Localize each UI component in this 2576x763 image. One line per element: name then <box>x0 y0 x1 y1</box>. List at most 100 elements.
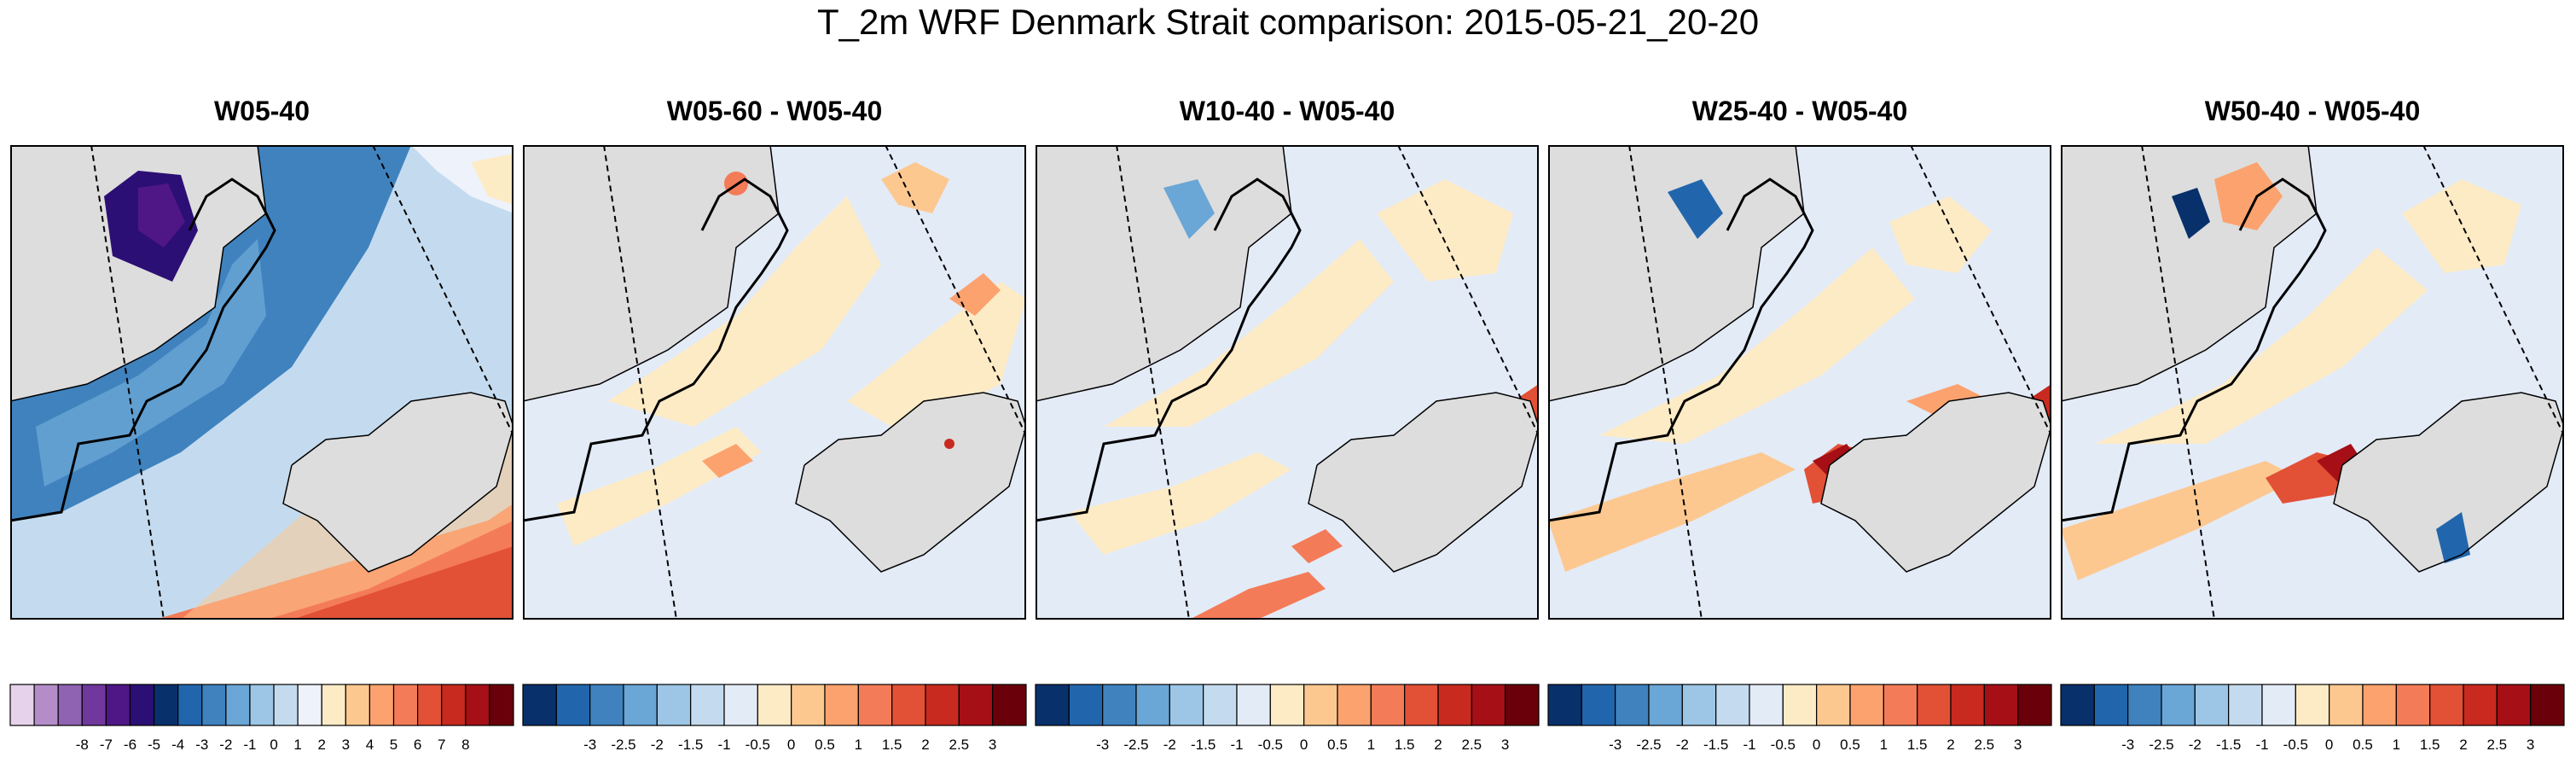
colorbar-swatches <box>2060 684 2565 726</box>
colorbar-swatch <box>925 684 960 726</box>
colorbar-swatch <box>1269 684 1305 726</box>
colorbar-swatch <box>757 684 792 726</box>
colorbar-tick-label: -3 <box>1096 737 1109 753</box>
colorbar-tick-label: 1 <box>855 737 862 753</box>
colorbar-swatch <box>392 684 419 726</box>
colorbar-tick-label: 0.5 <box>2353 737 2373 753</box>
colorbar-swatch <box>368 684 395 726</box>
colorbar-tick-label: -1 <box>2255 737 2268 753</box>
colorbar-tick-label: -1.5 <box>2216 737 2241 753</box>
map-panel-5 <box>2061 145 2564 620</box>
colorbar-1: -8 -7 -6 -5 -4 -3 -2 -1 0 1 2 3 4 5 6 7 8 <box>9 684 514 753</box>
colorbar-swatch <box>489 684 514 726</box>
colorbar-swatch <box>465 684 490 726</box>
colorbar-swatch <box>1816 684 1851 726</box>
colorbar-tick-label: 0 <box>1300 737 1308 753</box>
colorbar-tick-label: -2.5 <box>1123 737 1148 753</box>
colorbar-tick-label: 1.5 <box>2420 737 2440 753</box>
colorbar-tick-label: 1.5 <box>882 737 902 753</box>
colorbar-tick-label: 3 <box>1501 737 1509 753</box>
colorbar-tick-label: 0 <box>270 737 277 753</box>
colorbar-swatch <box>2093 684 2129 726</box>
figure-title: T_2m WRF Denmark Strait comparison: 2015… <box>816 2 1760 42</box>
colorbar-swatch <box>2530 684 2565 726</box>
colorbar-tick-label: -0.5 <box>2283 737 2308 753</box>
colorbar-swatch <box>1303 684 1338 726</box>
colorbar-swatch <box>321 684 346 726</box>
colorbar-swatch <box>2395 684 2431 726</box>
colorbar-tick-label: 6 <box>414 737 421 753</box>
panel-title-2: W05-60 - W05-40 <box>666 96 883 126</box>
colorbar-tick-label: -1 <box>243 737 256 753</box>
colorbar-swatch <box>656 684 692 726</box>
colorbar-swatch <box>1203 684 1238 726</box>
colorbar-tick-label: 2 <box>318 737 326 753</box>
panel-title-5: W50-40 - W05-40 <box>2204 96 2421 126</box>
colorbar-ticks: -3 -2.5 -2 -1.5 -1 -0.5 0 0.5 1 1.5 2 2.5 3 <box>1096 737 1509 753</box>
colorbar-swatch <box>1849 684 1884 726</box>
colorbar-swatch <box>2261 684 2296 726</box>
colorbar-ticks: -3 -2.5 -2 -1.5 -1 -0.5 0 0.5 1 1.5 2 2.5 3 <box>1609 737 2022 753</box>
colorbar-tick-label: -2 <box>1676 737 1689 753</box>
colorbar-swatch <box>417 684 443 726</box>
map-panel-3 <box>1036 145 1539 620</box>
colorbar-swatch <box>723 684 758 726</box>
colorbar-swatch <box>201 684 227 726</box>
colorbar-tick-label: 0 <box>1813 737 1820 753</box>
colorbar-tick-label: 2 <box>921 737 929 753</box>
colorbar-swatches <box>9 684 514 726</box>
colorbar-swatch <box>1581 684 1616 726</box>
colorbar-tick-label: 0.5 <box>1840 737 1860 753</box>
colorbar-swatch <box>958 684 994 726</box>
colorbar-tick-label: 1 <box>2393 737 2400 753</box>
colorbar-swatch <box>1917 684 1952 726</box>
colorbar-tick-label: -2.5 <box>1636 737 1661 753</box>
colorbar-5: -3 -2.5 -2 -1.5 -1 -0.5 0 0.5 1 1.5 2 2.5 3 <box>2060 684 2565 753</box>
colorbar-4: -3 -2.5 -2 -1.5 -1 -0.5 0 0.5 1 1.5 2 2.5 3 <box>1547 684 2052 753</box>
colorbar-swatch <box>2362 684 2397 726</box>
colorbar-swatch <box>1648 684 1683 726</box>
colorbar-swatch <box>791 684 826 726</box>
colorbar-swatch <box>992 684 1027 726</box>
colorbar-tick-label: -4 <box>171 737 184 753</box>
colorbar-swatch <box>1505 684 1540 726</box>
colorbar-tick-label: -2.5 <box>611 737 635 753</box>
colorbar-swatch <box>225 684 251 726</box>
colorbar-tick-label: 0.5 <box>1327 737 1348 753</box>
colorbar-tick-label: -1.5 <box>1191 737 1215 753</box>
colorbar-swatch <box>1169 684 1204 726</box>
colorbar-swatch <box>345 684 371 726</box>
map-panel-2 <box>523 145 1026 620</box>
colorbar-tick-label: 3 <box>2527 737 2534 753</box>
colorbar-tick-label: -6 <box>124 737 136 753</box>
colorbar-swatch <box>690 684 725 726</box>
colorbar-tick-label: -2 <box>219 737 232 753</box>
colorbar-swatch <box>2496 684 2532 726</box>
colorbar-tick-label: 2.5 <box>1975 737 1995 753</box>
colorbar-tick-label: 2.5 <box>2487 737 2508 753</box>
colorbar-tick-label: 2 <box>2459 737 2467 753</box>
colorbar-swatch <box>891 684 926 726</box>
colorbar-tick-label: -3 <box>2121 737 2134 753</box>
colorbar-swatch <box>2060 684 2095 726</box>
colorbar-swatch <box>129 684 155 726</box>
colorbar-swatch <box>2017 684 2052 726</box>
colorbar-swatch <box>33 684 59 726</box>
colorbar-tick-label: -1 <box>717 737 730 753</box>
colorbar-tick-label: 3 <box>342 737 350 753</box>
panel-title-4: W25-40 - W05-40 <box>1691 96 1908 126</box>
colorbar-swatch <box>1547 684 1582 726</box>
colorbar-tick-label: 7 <box>438 737 445 753</box>
colorbar-swatch <box>9 684 35 726</box>
colorbar-tick-label: 3 <box>989 737 996 753</box>
colorbar-tick-label: 0 <box>2325 737 2333 753</box>
colorbar-tick-label: -1 <box>1230 737 1243 753</box>
colorbar-tick-label: 2.5 <box>949 737 970 753</box>
colorbar-swatch <box>857 684 893 726</box>
colorbar-tick-label: 1 <box>293 737 301 753</box>
colorbar-tick-label: -2.5 <box>2149 737 2173 753</box>
colorbar-tick-label: 5 <box>390 737 397 753</box>
colorbar-ticks: -3 -2.5 -2 -1.5 -1 -0.5 0 0.5 1 1.5 2 2.5 3 <box>583 737 996 753</box>
colorbar-tick-label: -3 <box>195 737 208 753</box>
colorbar-swatches <box>1035 684 1540 726</box>
